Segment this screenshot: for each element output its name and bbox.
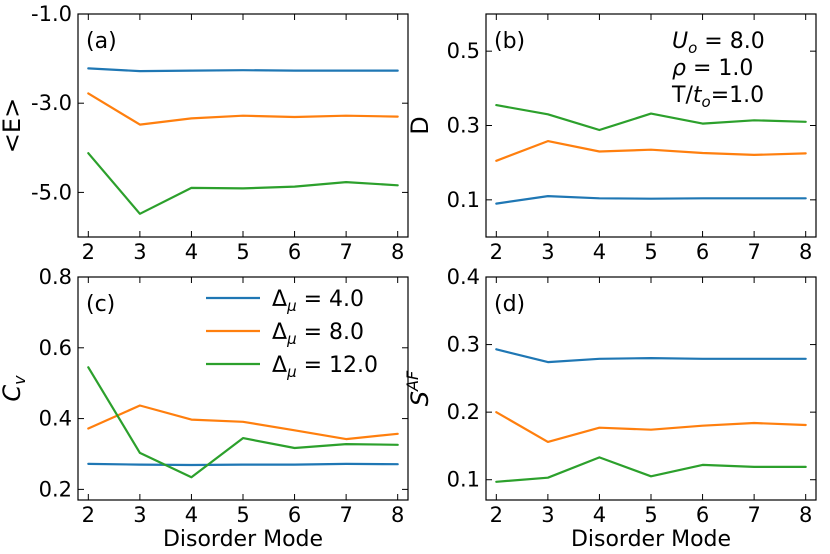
legend-label: Δμ = 8.0	[272, 320, 364, 348]
series-line-3	[495, 103, 807, 132]
series-line-2	[87, 92, 399, 126]
series-line-1	[87, 67, 399, 73]
params-note: Uo = 8.0ρ = 1.0T/to=1.0	[671, 29, 765, 111]
x-tick-label: 5	[644, 503, 657, 527]
y-axis-label: D	[406, 116, 434, 134]
y-tick-label: 0.6	[39, 336, 72, 360]
x-tick-label: 3	[541, 240, 554, 264]
x-tick-label: 7	[339, 240, 352, 264]
x-tick-label: 6	[696, 503, 709, 527]
y-tick-label: 0.3	[447, 333, 480, 357]
legend-label: Δμ = 4.0	[272, 287, 364, 315]
series-line-1	[495, 195, 807, 205]
x-tick-label: 7	[339, 503, 352, 527]
x-tick-label: 2	[82, 240, 95, 264]
x-tick-label: 8	[799, 503, 812, 527]
x-tick-label: 7	[747, 240, 760, 264]
x-tick-label: 5	[236, 240, 249, 264]
x-tick-label: 6	[696, 240, 709, 264]
x-tick-label: 2	[82, 503, 95, 527]
y-tick-label: 0.5	[447, 39, 480, 63]
axes-frame	[77, 13, 409, 238]
legend: Δμ = 4.0 Δμ = 8.0 Δμ = 12.0	[206, 287, 378, 381]
x-axis-label: Disorder Mode	[571, 527, 731, 552]
panel-d: 2 3 4 5 6 7 8 0.1 0.2 0.3 0.4 (d) SAF Disorder Mode	[403, 265, 817, 552]
y-tick-label: 0.2	[39, 477, 72, 501]
series-line-3	[87, 152, 399, 215]
series-line-1	[495, 348, 807, 364]
y-tick-label: 0.2	[447, 400, 480, 424]
panel-a: 2 3 4 5 6 7 8 -1.0 -3.0 -5.0 (a) <E>	[0, 2, 409, 264]
x-tick-label: 4	[593, 240, 606, 264]
x-tick-label: 4	[185, 240, 198, 264]
y-tick-label: -3.0	[31, 91, 72, 115]
x-tick-label: 6	[288, 503, 301, 527]
panel-label: (c)	[86, 292, 115, 317]
x-tick-label: 3	[133, 240, 146, 264]
x-tick-label: 2	[490, 240, 503, 264]
y-axis-label: <E>	[0, 98, 26, 153]
y-tick-label: 0.1	[447, 188, 480, 212]
x-tick-label: 2	[490, 503, 503, 527]
x-tick-label: 5	[236, 503, 249, 527]
x-tick-label: 5	[644, 240, 657, 264]
x-tick-label: 3	[133, 503, 146, 527]
x-axis-label: Disorder Mode	[163, 527, 323, 552]
y-tick-label: 0.4	[39, 407, 72, 431]
series-line-1	[87, 462, 399, 467]
panel-label: (b)	[494, 29, 525, 54]
x-tick-label: 6	[288, 240, 301, 264]
series-line-3	[87, 366, 399, 479]
series-line-3	[495, 456, 807, 483]
y-tick-label: -1.0	[31, 2, 72, 26]
y-tick-label: 0.1	[447, 468, 480, 492]
x-tick-label: 8	[391, 503, 404, 527]
legend-label: Δμ = 12.0	[272, 353, 378, 381]
y-tick-label: 0.8	[39, 265, 72, 289]
y-tick-label: -5.0	[31, 180, 72, 204]
series-line-2	[87, 404, 399, 441]
y-tick-label: 0.4	[447, 265, 480, 289]
series-line-2	[495, 411, 807, 443]
panel-b: 2 3 4 5 6 7 8 0.1 0.3 0.5 (b) D	[406, 13, 817, 264]
y-axis-label: SAF	[403, 370, 434, 406]
x-tick-label: 4	[593, 503, 606, 527]
x-tick-label: 8	[799, 240, 812, 264]
x-tick-label: 4	[185, 503, 198, 527]
x-tick-label: 8	[391, 240, 404, 264]
series-line-2	[495, 140, 807, 162]
panel-label: (d)	[494, 292, 525, 317]
x-tick-label: 7	[747, 503, 760, 527]
panel-c: 2 3 4 5 6 7 8 0.2 0.4 0.6 0.8 (c) Cv Disorder Mode	[0, 265, 409, 552]
axes-frame	[485, 13, 817, 238]
x-tick-label: 3	[541, 503, 554, 527]
params-note-line: Uo = 8.0	[672, 29, 765, 57]
y-tick-label: 0.3	[447, 114, 480, 138]
params-note-line: ρ = 1.0	[672, 56, 753, 81]
params-note-line: T/to=1.0	[671, 83, 764, 111]
y-axis-label: Cv	[0, 375, 29, 402]
panel-label: (a)	[86, 29, 117, 54]
